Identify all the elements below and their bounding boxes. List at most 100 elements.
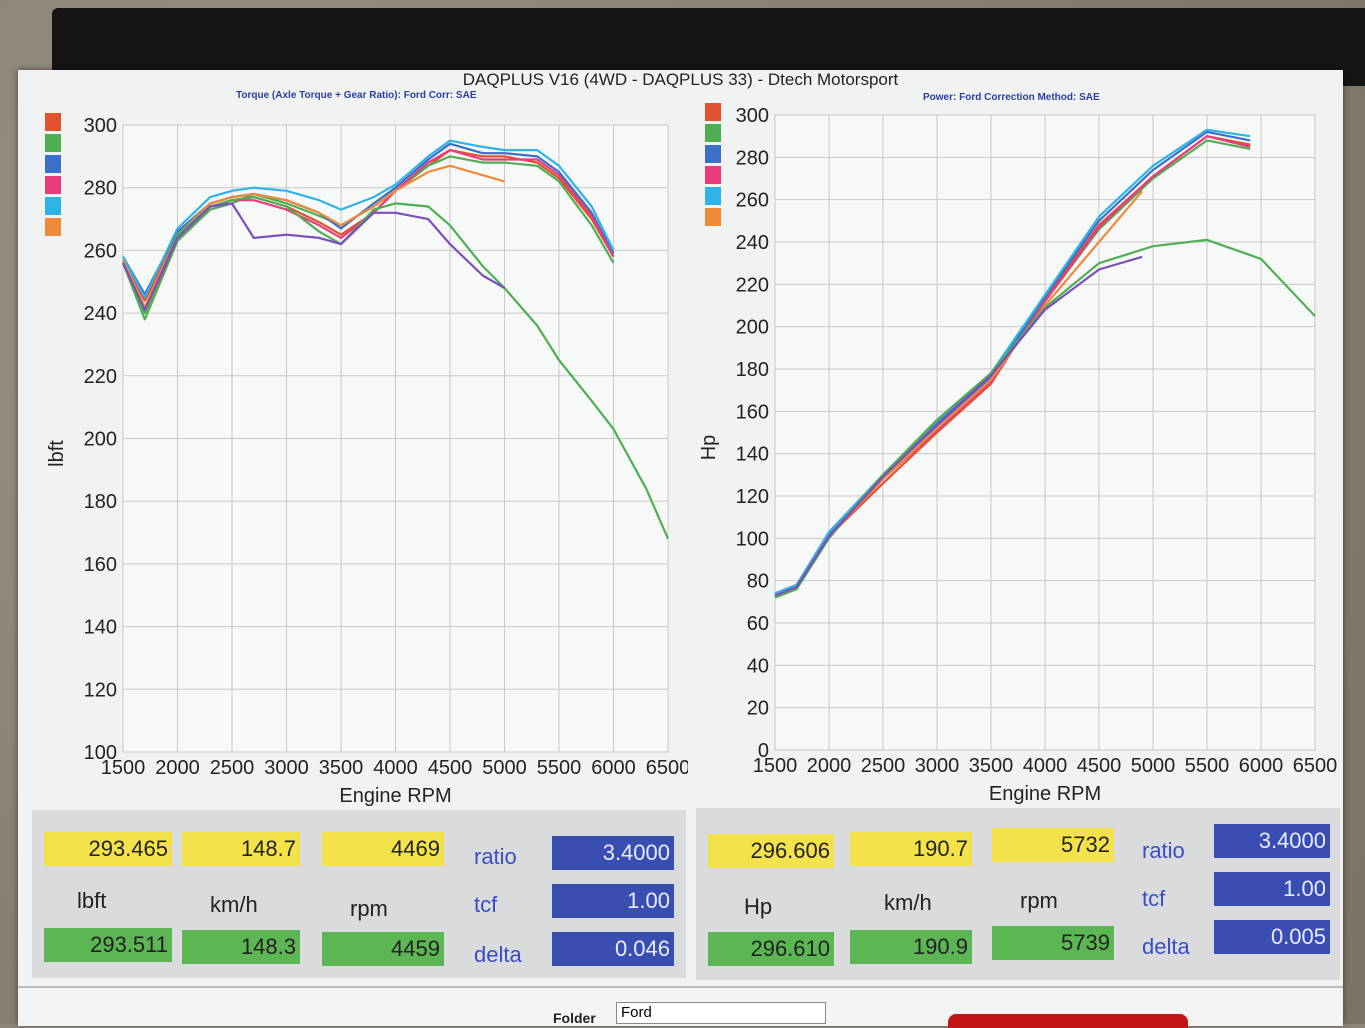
- y-tick-label: 140: [736, 444, 769, 466]
- y-tick-label: 120: [736, 486, 769, 508]
- y-tick-label: 60: [747, 613, 769, 635]
- x-tick-label: 2500: [861, 755, 906, 777]
- x-axis-label: Engine RPM: [989, 783, 1101, 805]
- rpm-unit-label: rpm: [350, 896, 388, 921]
- y-tick-label: 280: [84, 178, 117, 200]
- y-tick-label: 140: [84, 617, 117, 639]
- y-tick-label: 280: [736, 147, 769, 169]
- speed-value-box: 148.7: [182, 832, 300, 866]
- rtcf-label: tcf: [1142, 886, 1166, 911]
- delta-label: delta: [474, 942, 522, 967]
- y-tick-label: 200: [84, 429, 117, 451]
- rrpm-value2-box: 5739: [992, 926, 1114, 960]
- x-tick-label: 4500: [1077, 755, 1122, 777]
- x-tick-label: 2000: [155, 757, 200, 779]
- torque-value2-box: 293.511: [44, 928, 172, 962]
- x-axis-label: Engine RPM: [339, 785, 451, 807]
- legend-swatch: [45, 197, 61, 215]
- x-tick-label: 6500: [646, 757, 688, 779]
- tcf-label: tcf: [474, 892, 498, 917]
- y-tick-label: 20: [747, 698, 769, 720]
- delta-value-box: 0.046: [552, 932, 674, 966]
- legend-swatch: [45, 134, 61, 152]
- legend-swatch: [705, 166, 721, 184]
- x-tick-label: 5500: [1185, 755, 1230, 777]
- y-tick-label: 220: [736, 274, 769, 296]
- series-line: [122, 139, 615, 299]
- power-value2-box: 296.610: [708, 932, 834, 966]
- x-tick-label: 4500: [428, 757, 473, 779]
- y-tick-label: 200: [736, 317, 769, 339]
- folder-bar: Folder Ford: [18, 986, 1343, 1028]
- legend-swatch: [705, 145, 721, 163]
- x-tick-label: 1500: [101, 757, 146, 779]
- power-stats-panel: 296.606 190.7 5732 Hp km/h rpm 296.610 1…: [696, 808, 1340, 980]
- ratio-value-box: 3.4000: [552, 836, 674, 870]
- sheet-title: DAQPLUS V16 (4WD - DAQPLUS 33) - Dtech M…: [462, 70, 899, 89]
- legend-swatch: [45, 113, 61, 131]
- torque-value-box: 293.465: [44, 832, 172, 866]
- series-line: [774, 255, 1143, 597]
- y-tick-label: 300: [84, 115, 117, 137]
- brand-logo: [948, 1014, 1188, 1028]
- folder-field[interactable]: Ford: [616, 1002, 826, 1024]
- y-tick-label: 240: [736, 232, 769, 254]
- x-tick-label: 4000: [373, 757, 418, 779]
- speed-unit-label: km/h: [210, 892, 258, 917]
- x-tick-label: 3000: [915, 755, 960, 777]
- x-tick-label: 5000: [1131, 755, 1176, 777]
- y-tick-label: 40: [747, 655, 769, 677]
- rpm-value-box: 4469: [322, 832, 444, 866]
- speed-value2-box: 148.3: [182, 930, 300, 964]
- x-tick-label: 4000: [1023, 755, 1068, 777]
- legend-swatch: [45, 155, 61, 173]
- y-tick-label: 0: [758, 740, 769, 762]
- y-tick-label: 300: [736, 105, 769, 127]
- x-tick-label: 2000: [807, 755, 852, 777]
- x-tick-label: 1500: [753, 755, 798, 777]
- y-tick-label: 220: [84, 366, 117, 388]
- x-tick-label: 5000: [482, 757, 527, 779]
- power-subtitle: Power: Ford Correction Method: SAE: [923, 92, 1100, 103]
- y-tick-label: 160: [736, 401, 769, 423]
- x-tick-label: 3000: [264, 757, 309, 779]
- torque-subtitle: Torque (Axle Torque + Gear Ratio): Ford …: [236, 90, 477, 101]
- y-tick-label: 180: [84, 491, 117, 513]
- legend-swatch: [705, 103, 721, 121]
- legend-swatch: [45, 218, 61, 236]
- rdelta-value-box: 0.005: [1214, 920, 1330, 954]
- y-axis-label: Hp: [698, 435, 720, 461]
- torque-chart: 1500 2000 2500 3000 3500 4000 4500 5000 5500 6000…: [45, 113, 688, 807]
- power-unit-label: Hp: [744, 894, 773, 919]
- rspeed-unit-label: km/h: [884, 890, 932, 915]
- x-tick-label: 6500: [1293, 755, 1338, 777]
- rrpm-value-box: 5732: [992, 828, 1114, 862]
- dyno-sheet: DAQPLUS V16 (4WD - DAQPLUS 33) - Dtech M…: [18, 70, 1343, 1028]
- ratio-label: ratio: [474, 844, 517, 869]
- rratio-value-box: 3.4000: [1214, 824, 1330, 858]
- y-tick-label: 160: [84, 554, 117, 576]
- power-value-box: 296.606: [708, 834, 834, 868]
- legend-swatch: [705, 208, 721, 226]
- y-tick-label: 260: [736, 190, 769, 212]
- y-tick-label: 260: [84, 240, 117, 262]
- y-tick-label: 100: [84, 742, 117, 764]
- torque-stats-panel: 293.465 148.7 4469 lbft km/h rpm 293.511…: [32, 810, 686, 978]
- rtcf-value-box: 1.00: [1214, 872, 1330, 906]
- rdelta-label: delta: [1142, 934, 1190, 959]
- x-tick-label: 6000: [1239, 755, 1284, 777]
- x-tick-label: 3500: [969, 755, 1014, 777]
- series-line: [122, 202, 506, 312]
- y-tick-label: 180: [736, 359, 769, 381]
- rratio-label: ratio: [1142, 838, 1185, 863]
- y-tick-label: 80: [747, 571, 769, 593]
- x-tick-label: 5500: [537, 757, 582, 779]
- x-tick-label: 6000: [591, 757, 636, 779]
- torque-unit-label: lbft: [77, 888, 107, 913]
- legend-swatch: [705, 124, 721, 142]
- rspeed-value-box: 190.7: [850, 832, 972, 866]
- tcf-value-box: 1.00: [552, 884, 674, 918]
- legend-swatch: [705, 187, 721, 205]
- y-tick-label: 100: [736, 528, 769, 550]
- y-tick-label: 240: [84, 303, 117, 325]
